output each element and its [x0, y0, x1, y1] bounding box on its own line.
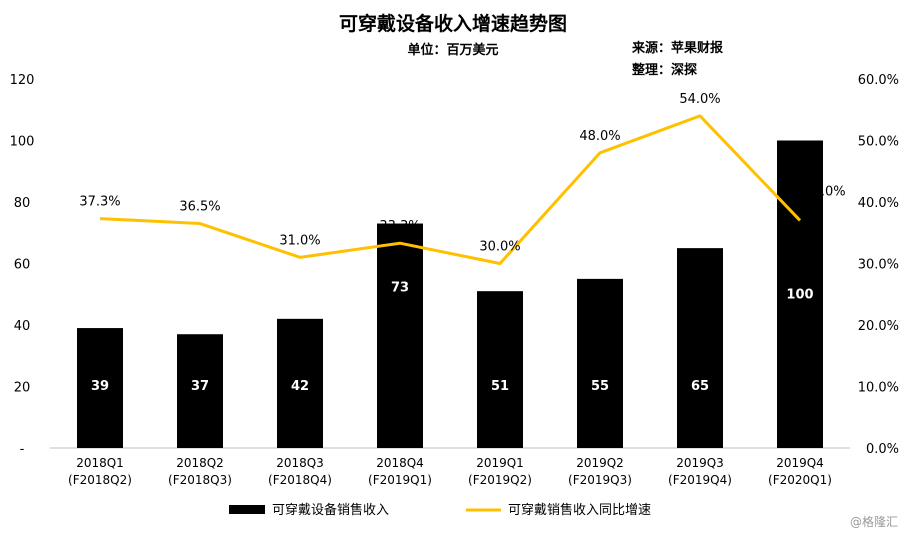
line-value-label: 37.0% [804, 184, 845, 199]
line-value-label: 37.3% [79, 195, 120, 210]
left-tick-label: 80 [14, 196, 31, 211]
chart-subtitle: 单位：百万美元 [407, 42, 498, 58]
bar [577, 278, 623, 448]
left-axis: - 20 40 60 80 100 120 [10, 73, 35, 457]
line-value-label: 31.0% [279, 233, 320, 248]
bar-value-label: 37 [191, 379, 209, 394]
left-tick-label: 100 [10, 135, 35, 150]
x-tick-sublabel: (F2018Q3) [168, 473, 232, 487]
bar-value-label: 73 [391, 281, 409, 296]
bar [277, 318, 323, 448]
left-tick-label: 60 [14, 258, 31, 273]
left-tick-label: 120 [10, 73, 35, 88]
right-tick-label: 20.0% [858, 319, 899, 334]
line-value-label: 30.0% [479, 240, 520, 255]
legend-bar-label: 可穿戴设备销售收入 [272, 502, 389, 518]
bar-value-label: 100 [786, 288, 813, 303]
x-axis-labels: 2018Q1 (F2018Q2) 2018Q2 (F2018Q3) 2018Q3 (F20… [68, 456, 832, 487]
right-tick-label: 30.0% [858, 258, 899, 273]
bar-value-label: 51 [491, 379, 509, 394]
watermark: @格隆汇 [850, 514, 898, 529]
bar-value-label: 39 [91, 379, 109, 394]
x-tick-label: 2018Q2 [176, 456, 224, 470]
bar-labels: 39 37 42 73 51 55 65 100 [91, 281, 814, 394]
x-tick-label: 2019Q2 [576, 456, 624, 470]
x-tick-sublabel: (F2020Q1) [768, 473, 832, 487]
x-tick-label: 2018Q3 [276, 456, 324, 470]
right-tick-label: 10.0% [858, 381, 899, 396]
right-axis: 0.0% 10.0% 20.0% 30.0% 40.0% 50.0% 60.0% [858, 73, 899, 457]
source-line-2: 整理：深探 [631, 62, 697, 78]
right-tick-label: 50.0% [858, 135, 899, 150]
right-tick-label: 60.0% [858, 73, 899, 88]
line-value-label: 33.3% [379, 219, 420, 234]
line-labels: 37.3% 36.5% 31.0% 33.3% 30.0% 48.0% 54.0% 37.0% [79, 92, 845, 255]
left-tick-label: - [20, 442, 25, 457]
chart-title: 可穿戴设备收入增速趋势图 [339, 12, 567, 35]
bar-value-label: 42 [291, 379, 309, 394]
source-line-1: 来源：苹果财报 [631, 40, 724, 56]
legend-line-label: 可穿戴销售收入同比增速 [508, 502, 651, 518]
x-tick-label: 2019Q1 [476, 456, 524, 470]
x-tick-sublabel: (F2018Q4) [268, 473, 332, 487]
x-tick-sublabel: (F2019Q3) [568, 473, 632, 487]
x-tick-label: 2018Q4 [376, 456, 424, 470]
line-value-label: 54.0% [679, 92, 720, 107]
legend-bar-swatch [229, 505, 265, 514]
bar-value-label: 55 [591, 379, 609, 394]
bar [377, 223, 423, 448]
right-tick-label: 40.0% [858, 196, 899, 211]
line-value-label: 48.0% [579, 129, 620, 144]
legend: 可穿戴设备销售收入 可穿戴销售收入同比增速 [229, 502, 651, 518]
bar [77, 328, 123, 448]
x-tick-sublabel: (F2018Q2) [68, 473, 132, 487]
bar-value-label: 65 [691, 379, 709, 394]
x-tick-sublabel: (F2019Q2) [468, 473, 532, 487]
x-tick-label: 2019Q4 [776, 456, 824, 470]
left-tick-label: 40 [14, 319, 31, 334]
line-value-label: 36.5% [179, 200, 220, 215]
bar [477, 291, 523, 448]
bar [677, 248, 723, 448]
growth-line [99, 114, 802, 265]
x-tick-sublabel: (F2019Q1) [368, 473, 432, 487]
bar-series [77, 140, 823, 448]
x-tick-sublabel: (F2019Q4) [668, 473, 732, 487]
left-tick-label: 20 [14, 381, 31, 396]
bar [177, 334, 223, 448]
x-tick-label: 2019Q3 [676, 456, 724, 470]
right-tick-label: 0.0% [866, 442, 899, 457]
bar [777, 140, 823, 448]
x-tick-label: 2018Q1 [76, 456, 124, 470]
